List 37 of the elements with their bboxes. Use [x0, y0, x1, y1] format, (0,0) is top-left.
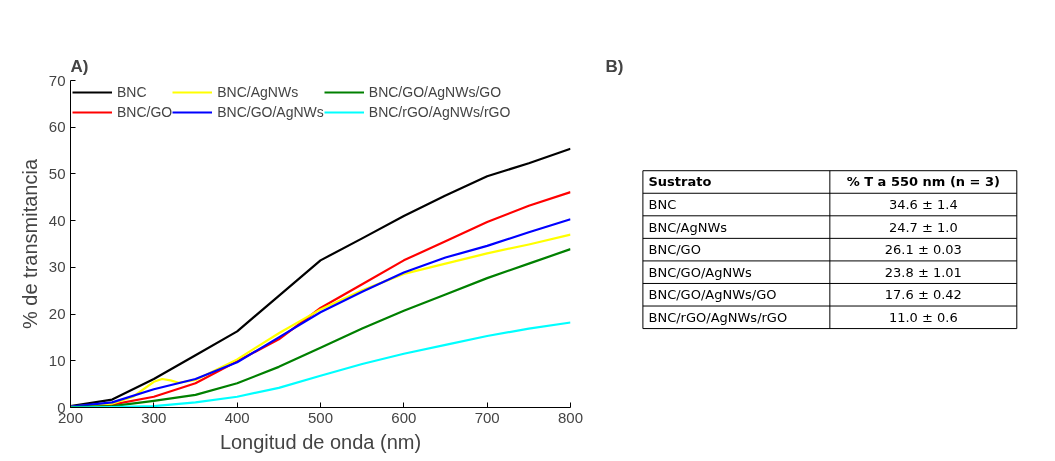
text: 23.8 ± 1.01 — [884, 264, 962, 280]
legend-label: BNC/GO — [117, 104, 173, 120]
chart-title: A) — [70, 56, 89, 76]
category-label: BNC/AgNWs — [648, 219, 728, 235]
text: 26.1 ± 0.03 — [884, 242, 962, 258]
text: 11.0 ± 0.6 — [888, 309, 958, 325]
text: 17.6 ± 0.42 — [884, 287, 962, 303]
x-tick-label: 300 — [141, 408, 167, 426]
x-tick-label: 700 — [474, 408, 500, 426]
legend-label: BNC — [117, 84, 147, 100]
x-axis-title: Longitud de onda (nm) — [219, 430, 422, 453]
text: % T a 550 nm (n = 3) — [846, 174, 1001, 190]
x-tick-label: 500 — [307, 408, 334, 426]
category-label: BNC — [648, 197, 677, 213]
category-label: BNC/GO — [648, 242, 701, 258]
y-tick-label: 10 — [48, 351, 66, 369]
text: 24.7 ± 1.0 — [888, 219, 958, 235]
category-label: BNC/GO/AgNWs — [648, 264, 753, 280]
x-tick-label: 600 — [391, 408, 417, 426]
text: B) — [605, 56, 624, 76]
text: Sustrato — [648, 174, 712, 190]
y-tick-label: 30 — [48, 258, 66, 276]
category-label: BNC/rGO/AgNWs/rGO — [648, 309, 788, 325]
legend-label: BNC/GO/AgNWs/GO — [368, 84, 502, 100]
legend-label: BNC/GO/AgNWs — [217, 104, 324, 120]
x-tick-label: 800 — [557, 408, 584, 426]
y-axis-title: % de transmitancia — [18, 158, 41, 330]
y-tick-label: 50 — [48, 164, 66, 182]
legend-label: BNC/AgNWs — [217, 84, 299, 100]
text: 34.6 ± 1.4 — [888, 197, 958, 213]
y-tick-label: 70 — [48, 71, 66, 89]
legend-label: BNC/rGO/AgNWs/rGO — [368, 104, 511, 120]
y-tick-label: 60 — [48, 118, 66, 136]
x-tick-label: 400 — [224, 408, 250, 426]
y-tick-label: 40 — [48, 211, 66, 229]
category-label: BNC/GO/AgNWs/GO — [648, 287, 777, 303]
y-tick-label: 20 — [48, 305, 66, 323]
